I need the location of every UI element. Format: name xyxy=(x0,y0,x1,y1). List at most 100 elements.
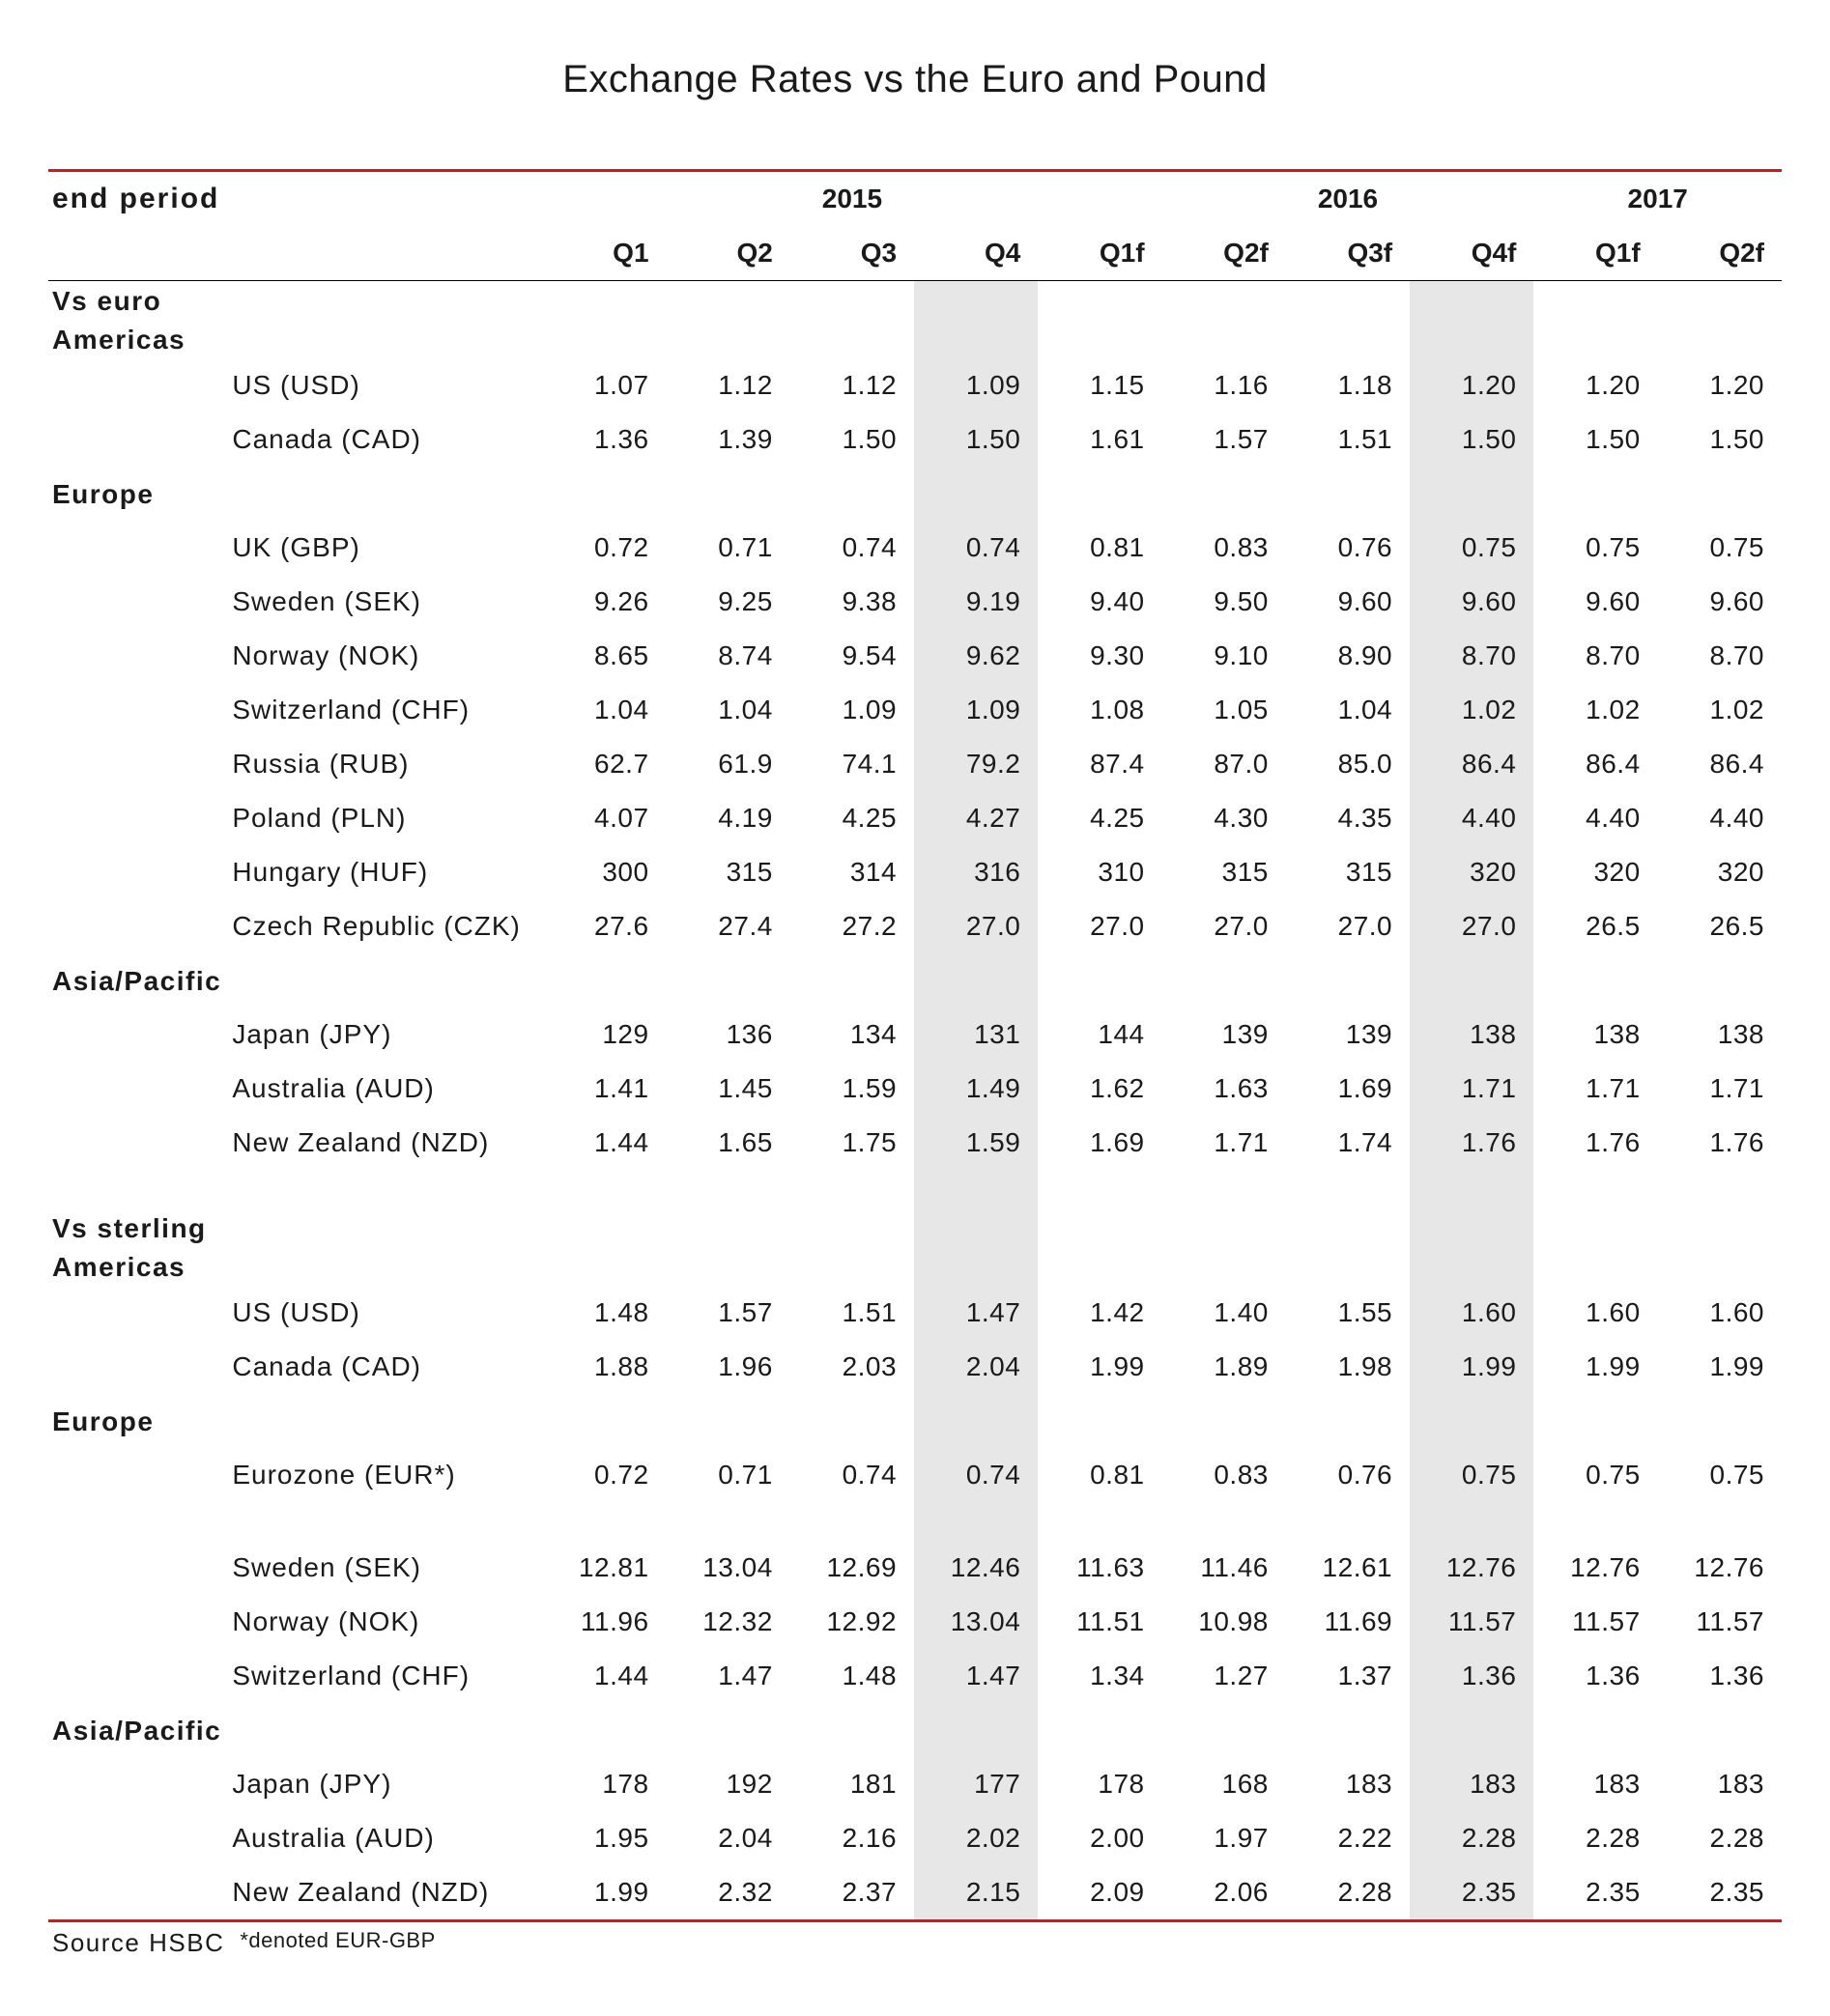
country-label: Norway (NOK) xyxy=(230,1595,542,1649)
country-label: Canada (CAD) xyxy=(230,412,542,467)
value-cell: 0.74 xyxy=(914,521,1038,575)
value-cell: 9.62 xyxy=(914,629,1038,683)
value-cell: 13.04 xyxy=(667,1541,790,1595)
value-cell: 1.04 xyxy=(667,683,790,737)
value-cell: 26.5 xyxy=(1533,899,1657,953)
value-cell: 79.2 xyxy=(914,737,1038,791)
value-cell: 9.26 xyxy=(542,575,666,629)
value-cell: 0.74 xyxy=(790,1448,914,1502)
value-cell: 1.50 xyxy=(790,412,914,467)
value-cell: 314 xyxy=(790,845,914,899)
table-row: Norway (NOK)11.9612.3212.9213.0411.5110.… xyxy=(48,1595,1782,1649)
value-cell: 1.99 xyxy=(1410,1340,1533,1394)
country-label: Russia (RUB) xyxy=(230,737,542,791)
value-cell: 0.76 xyxy=(1286,1448,1410,1502)
value-cell: 9.54 xyxy=(790,629,914,683)
value-cell: 27.2 xyxy=(790,899,914,953)
value-cell: 316 xyxy=(914,845,1038,899)
table-row: New Zealand (NZD)1.441.651.751.591.691.7… xyxy=(48,1116,1782,1170)
region-heading: Asia/Pacific xyxy=(48,1703,542,1757)
region-heading: Europe xyxy=(48,1394,542,1448)
value-cell: 1.69 xyxy=(1038,1116,1161,1170)
value-cell: 0.75 xyxy=(1658,1448,1782,1502)
value-cell: 1.48 xyxy=(790,1649,914,1703)
value-cell: 0.74 xyxy=(790,521,914,575)
value-cell: 1.99 xyxy=(1038,1340,1161,1394)
country-label: Canada (CAD) xyxy=(230,1340,542,1394)
value-cell: 74.1 xyxy=(790,737,914,791)
value-cell: 1.57 xyxy=(1162,412,1286,467)
value-cell: 2.22 xyxy=(1286,1811,1410,1865)
header-year-2016: 2016 xyxy=(1286,172,1410,226)
value-cell: 1.71 xyxy=(1533,1062,1657,1116)
value-cell: 9.60 xyxy=(1286,575,1410,629)
value-cell: 1.20 xyxy=(1533,358,1657,412)
value-cell: 11.69 xyxy=(1286,1595,1410,1649)
header-quarter: Q1f xyxy=(1038,226,1161,280)
value-cell: 1.48 xyxy=(542,1286,666,1340)
value-cell: 12.76 xyxy=(1658,1541,1782,1595)
country-label: Switzerland (CHF) xyxy=(230,1649,542,1703)
value-cell: 320 xyxy=(1410,845,1533,899)
value-cell: 1.47 xyxy=(667,1649,790,1703)
country-label: New Zealand (NZD) xyxy=(230,1865,542,1919)
value-cell: 2.35 xyxy=(1410,1865,1533,1919)
value-cell: 4.40 xyxy=(1658,791,1782,845)
value-cell: 178 xyxy=(542,1757,666,1811)
value-cell: 139 xyxy=(1162,1008,1286,1062)
value-cell: 27.0 xyxy=(1286,899,1410,953)
value-cell: 1.99 xyxy=(542,1865,666,1919)
value-cell: 1.15 xyxy=(1038,358,1161,412)
table-row: Canada (CAD)1.881.962.032.041.991.891.98… xyxy=(48,1340,1782,1394)
value-cell: 2.04 xyxy=(914,1340,1038,1394)
value-cell: 1.71 xyxy=(1410,1062,1533,1116)
value-cell: 11.51 xyxy=(1038,1595,1161,1649)
value-cell: 4.40 xyxy=(1533,791,1657,845)
table-row: Russia (RUB)62.761.974.179.287.487.085.0… xyxy=(48,737,1782,791)
value-cell: 2.09 xyxy=(1038,1865,1161,1919)
value-cell: 2.00 xyxy=(1038,1811,1161,1865)
value-cell: 183 xyxy=(1410,1757,1533,1811)
value-cell: 1.34 xyxy=(1038,1649,1161,1703)
value-cell: 1.61 xyxy=(1038,412,1161,467)
value-cell: 1.12 xyxy=(790,358,914,412)
header-quarter-row: Q1Q2Q3Q4Q1fQ2fQ3fQ4fQ1fQ2f xyxy=(48,226,1782,280)
country-label: US (USD) xyxy=(230,1286,542,1340)
value-cell: 4.30 xyxy=(1162,791,1286,845)
value-cell: 11.63 xyxy=(1038,1541,1161,1595)
header-quarter: Q3f xyxy=(1286,226,1410,280)
table-row: New Zealand (NZD)1.992.322.372.152.092.0… xyxy=(48,1865,1782,1919)
value-cell: 1.20 xyxy=(1658,358,1782,412)
value-cell: 0.75 xyxy=(1533,1448,1657,1502)
value-cell: 0.83 xyxy=(1162,521,1286,575)
value-cell: 2.04 xyxy=(667,1811,790,1865)
value-cell: 0.71 xyxy=(667,521,790,575)
value-cell: 0.75 xyxy=(1658,521,1782,575)
value-cell: 9.19 xyxy=(914,575,1038,629)
value-cell: 12.92 xyxy=(790,1595,914,1649)
value-cell: 1.44 xyxy=(542,1649,666,1703)
value-cell: 1.41 xyxy=(542,1062,666,1116)
value-cell: 0.83 xyxy=(1162,1448,1286,1502)
value-cell: 11.57 xyxy=(1658,1595,1782,1649)
value-cell: 2.28 xyxy=(1658,1811,1782,1865)
value-cell: 12.76 xyxy=(1533,1541,1657,1595)
header-year-row: end period 2015 2016 2017 xyxy=(48,172,1782,226)
value-cell: 1.51 xyxy=(1286,412,1410,467)
value-cell: 2.02 xyxy=(914,1811,1038,1865)
value-cell: 1.02 xyxy=(1410,683,1533,737)
header-quarter: Q1 xyxy=(542,226,666,280)
country-label: Australia (AUD) xyxy=(230,1811,542,1865)
value-cell: 1.88 xyxy=(542,1340,666,1394)
value-cell: 1.60 xyxy=(1410,1286,1533,1340)
value-cell: 1.16 xyxy=(1162,358,1286,412)
source-text: Source HSBC xyxy=(52,1928,224,1958)
table-row: Japan (JPY)17819218117717816818318318318… xyxy=(48,1757,1782,1811)
value-cell: 1.08 xyxy=(1038,683,1161,737)
value-cell: 10.98 xyxy=(1162,1595,1286,1649)
value-cell: 12.69 xyxy=(790,1541,914,1595)
table-row: Norway (NOK)8.658.749.549.629.309.108.90… xyxy=(48,629,1782,683)
value-cell: 1.55 xyxy=(1286,1286,1410,1340)
value-cell: 183 xyxy=(1658,1757,1782,1811)
value-cell: 320 xyxy=(1533,845,1657,899)
